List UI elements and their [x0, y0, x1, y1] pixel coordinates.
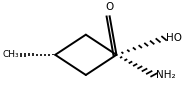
- Text: HO: HO: [166, 33, 182, 43]
- Text: O: O: [105, 2, 114, 12]
- Text: CH₃: CH₃: [2, 50, 19, 59]
- Text: NH₂: NH₂: [155, 70, 175, 80]
